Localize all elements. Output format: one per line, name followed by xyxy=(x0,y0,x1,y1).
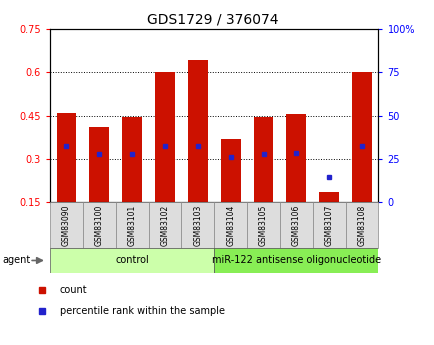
Bar xyxy=(214,248,378,273)
Bar xyxy=(89,127,109,202)
Bar xyxy=(187,59,207,202)
Bar xyxy=(319,192,338,202)
Text: miR-122 antisense oligonucleotide: miR-122 antisense oligonucleotide xyxy=(211,256,380,265)
Text: control: control xyxy=(115,256,149,265)
Bar xyxy=(181,202,214,248)
Bar xyxy=(50,202,82,248)
Text: count: count xyxy=(59,285,87,295)
Text: GSM83090: GSM83090 xyxy=(62,204,71,246)
Text: agent: agent xyxy=(2,256,30,265)
Text: percentile rank within the sample: percentile rank within the sample xyxy=(59,306,224,315)
Bar xyxy=(279,202,312,248)
Text: GSM83101: GSM83101 xyxy=(127,205,136,246)
Text: GSM83108: GSM83108 xyxy=(357,205,366,246)
Text: GDS1729 / 376074: GDS1729 / 376074 xyxy=(147,12,278,26)
Bar xyxy=(352,72,371,202)
Bar xyxy=(247,202,279,248)
Bar xyxy=(220,139,240,202)
Bar xyxy=(253,117,273,202)
Bar xyxy=(286,114,306,202)
Text: GSM83102: GSM83102 xyxy=(160,205,169,246)
Text: GSM83104: GSM83104 xyxy=(226,205,235,246)
Text: GSM83100: GSM83100 xyxy=(95,205,104,246)
Text: GSM83105: GSM83105 xyxy=(258,205,267,246)
Text: GSM83106: GSM83106 xyxy=(291,205,300,246)
Bar xyxy=(56,113,76,202)
Text: GSM83103: GSM83103 xyxy=(193,205,202,246)
Bar xyxy=(50,248,214,273)
Bar xyxy=(122,117,141,202)
Bar xyxy=(312,202,345,248)
Bar xyxy=(115,202,148,248)
Bar xyxy=(214,202,247,248)
Bar xyxy=(155,72,174,202)
Text: GSM83107: GSM83107 xyxy=(324,205,333,246)
Bar xyxy=(82,202,115,248)
Bar xyxy=(148,202,181,248)
Bar xyxy=(345,202,378,248)
